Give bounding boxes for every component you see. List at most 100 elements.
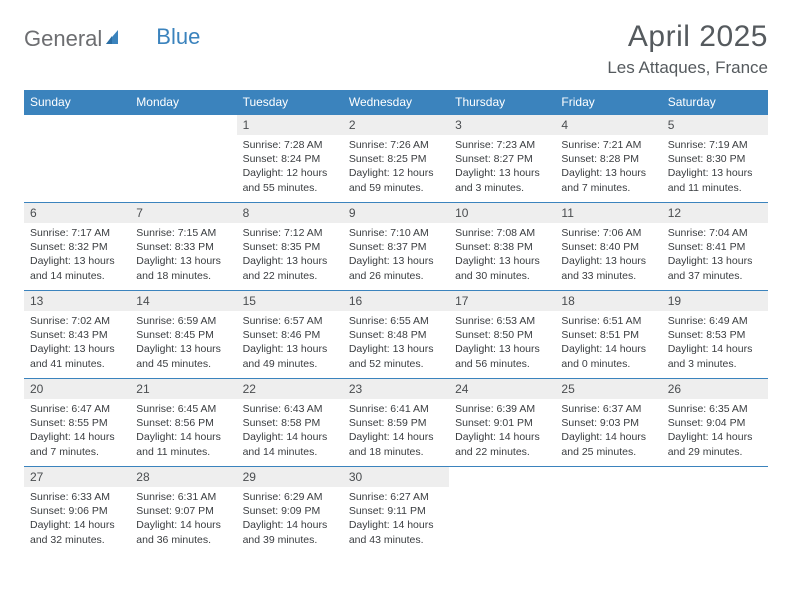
week-row: 27Sunrise: 6:33 AMSunset: 9:06 PMDayligh…: [24, 467, 768, 555]
day-cell: [662, 467, 768, 555]
day-number: 30: [343, 467, 449, 487]
day-cell: 15Sunrise: 6:57 AMSunset: 8:46 PMDayligh…: [237, 291, 343, 379]
day-content: Sunrise: 6:53 AMSunset: 8:50 PMDaylight:…: [449, 311, 555, 374]
day-content: Sunrise: 7:04 AMSunset: 8:41 PMDaylight:…: [662, 223, 768, 286]
day-cell: 20Sunrise: 6:47 AMSunset: 8:55 PMDayligh…: [24, 379, 130, 467]
day-line-ss: Sunset: 8:43 PM: [30, 328, 124, 342]
day-line-d1: Daylight: 13 hours: [561, 166, 655, 180]
day-number: 5: [662, 115, 768, 135]
day-cell: 23Sunrise: 6:41 AMSunset: 8:59 PMDayligh…: [343, 379, 449, 467]
day-line-d1: Daylight: 14 hours: [243, 430, 337, 444]
day-content: Sunrise: 6:49 AMSunset: 8:53 PMDaylight:…: [662, 311, 768, 374]
day-content: Sunrise: 7:10 AMSunset: 8:37 PMDaylight:…: [343, 223, 449, 286]
day-line-sr: Sunrise: 7:19 AM: [668, 138, 762, 152]
day-cell: [449, 467, 555, 555]
day-cell: [130, 115, 236, 203]
day-cell: 26Sunrise: 6:35 AMSunset: 9:04 PMDayligh…: [662, 379, 768, 467]
week-row: 1Sunrise: 7:28 AMSunset: 8:24 PMDaylight…: [24, 115, 768, 203]
day-line-sr: Sunrise: 7:23 AM: [455, 138, 549, 152]
day-line-sr: Sunrise: 6:53 AM: [455, 314, 549, 328]
day-line-d2: and 25 minutes.: [561, 445, 655, 459]
day-line-ss: Sunset: 8:41 PM: [668, 240, 762, 254]
day-header-sat: Saturday: [662, 90, 768, 115]
day-content: Sunrise: 6:33 AMSunset: 9:06 PMDaylight:…: [24, 487, 130, 550]
day-line-d2: and 7 minutes.: [561, 181, 655, 195]
day-line-d1: Daylight: 13 hours: [136, 254, 230, 268]
day-number: 17: [449, 291, 555, 311]
day-cell: 7Sunrise: 7:15 AMSunset: 8:33 PMDaylight…: [130, 203, 236, 291]
day-line-ss: Sunset: 9:07 PM: [136, 504, 230, 518]
day-line-ss: Sunset: 9:09 PM: [243, 504, 337, 518]
day-content: Sunrise: 7:02 AMSunset: 8:43 PMDaylight:…: [24, 311, 130, 374]
day-line-d1: Daylight: 14 hours: [561, 430, 655, 444]
day-line-d1: Daylight: 12 hours: [243, 166, 337, 180]
day-number: 20: [24, 379, 130, 399]
day-number: 14: [130, 291, 236, 311]
day-cell: 4Sunrise: 7:21 AMSunset: 8:28 PMDaylight…: [555, 115, 661, 203]
day-number: 29: [237, 467, 343, 487]
day-line-d1: Daylight: 14 hours: [349, 430, 443, 444]
day-number: 12: [662, 203, 768, 223]
day-line-ss: Sunset: 8:32 PM: [30, 240, 124, 254]
day-cell: 1Sunrise: 7:28 AMSunset: 8:24 PMDaylight…: [237, 115, 343, 203]
day-number: 8: [237, 203, 343, 223]
day-content: Sunrise: 7:17 AMSunset: 8:32 PMDaylight:…: [24, 223, 130, 286]
day-line-d1: Daylight: 13 hours: [30, 342, 124, 356]
calendar-table: Sunday Monday Tuesday Wednesday Thursday…: [24, 90, 768, 555]
day-line-d1: Daylight: 13 hours: [30, 254, 124, 268]
day-line-ss: Sunset: 8:37 PM: [349, 240, 443, 254]
day-line-sr: Sunrise: 6:39 AM: [455, 402, 549, 416]
day-number: 10: [449, 203, 555, 223]
day-line-sr: Sunrise: 6:47 AM: [30, 402, 124, 416]
day-line-ss: Sunset: 8:53 PM: [668, 328, 762, 342]
day-line-sr: Sunrise: 7:12 AM: [243, 226, 337, 240]
day-cell: 12Sunrise: 7:04 AMSunset: 8:41 PMDayligh…: [662, 203, 768, 291]
day-line-d2: and 3 minutes.: [455, 181, 549, 195]
day-line-d2: and 14 minutes.: [243, 445, 337, 459]
day-line-ss: Sunset: 8:50 PM: [455, 328, 549, 342]
day-line-sr: Sunrise: 7:10 AM: [349, 226, 443, 240]
day-cell: 14Sunrise: 6:59 AMSunset: 8:45 PMDayligh…: [130, 291, 236, 379]
day-cell: 29Sunrise: 6:29 AMSunset: 9:09 PMDayligh…: [237, 467, 343, 555]
day-line-d1: Daylight: 14 hours: [349, 518, 443, 532]
header: General Blue April 2025 Les Attaques, Fr…: [24, 20, 768, 78]
day-number: 1: [237, 115, 343, 135]
day-number: 3: [449, 115, 555, 135]
brand-general: General: [24, 26, 102, 52]
day-cell: 13Sunrise: 7:02 AMSunset: 8:43 PMDayligh…: [24, 291, 130, 379]
day-content: Sunrise: 7:21 AMSunset: 8:28 PMDaylight:…: [555, 135, 661, 198]
day-line-sr: Sunrise: 6:35 AM: [668, 402, 762, 416]
day-line-sr: Sunrise: 6:45 AM: [136, 402, 230, 416]
day-content: Sunrise: 6:45 AMSunset: 8:56 PMDaylight:…: [130, 399, 236, 462]
day-line-d2: and 37 minutes.: [668, 269, 762, 283]
month-title: April 2025: [607, 20, 768, 54]
day-cell: 2Sunrise: 7:26 AMSunset: 8:25 PMDaylight…: [343, 115, 449, 203]
day-line-ss: Sunset: 8:59 PM: [349, 416, 443, 430]
day-content: Sunrise: 6:35 AMSunset: 9:04 PMDaylight:…: [662, 399, 768, 462]
day-number: 6: [24, 203, 130, 223]
day-line-d2: and 36 minutes.: [136, 533, 230, 547]
day-line-d1: Daylight: 13 hours: [349, 342, 443, 356]
day-line-ss: Sunset: 9:03 PM: [561, 416, 655, 430]
day-cell: 28Sunrise: 6:31 AMSunset: 9:07 PMDayligh…: [130, 467, 236, 555]
day-line-sr: Sunrise: 6:57 AM: [243, 314, 337, 328]
day-line-d2: and 26 minutes.: [349, 269, 443, 283]
day-number: 25: [555, 379, 661, 399]
day-line-sr: Sunrise: 6:29 AM: [243, 490, 337, 504]
day-line-sr: Sunrise: 7:28 AM: [243, 138, 337, 152]
day-line-ss: Sunset: 8:48 PM: [349, 328, 443, 342]
day-cell: 19Sunrise: 6:49 AMSunset: 8:53 PMDayligh…: [662, 291, 768, 379]
day-content: Sunrise: 6:39 AMSunset: 9:01 PMDaylight:…: [449, 399, 555, 462]
day-line-sr: Sunrise: 6:27 AM: [349, 490, 443, 504]
day-line-d2: and 3 minutes.: [668, 357, 762, 371]
day-line-sr: Sunrise: 7:02 AM: [30, 314, 124, 328]
day-line-d2: and 59 minutes.: [349, 181, 443, 195]
day-line-d1: Daylight: 13 hours: [455, 342, 549, 356]
day-line-sr: Sunrise: 6:51 AM: [561, 314, 655, 328]
day-line-ss: Sunset: 8:46 PM: [243, 328, 337, 342]
day-line-d2: and 45 minutes.: [136, 357, 230, 371]
day-cell: 27Sunrise: 6:33 AMSunset: 9:06 PMDayligh…: [24, 467, 130, 555]
day-line-d1: Daylight: 14 hours: [136, 430, 230, 444]
day-cell: 9Sunrise: 7:10 AMSunset: 8:37 PMDaylight…: [343, 203, 449, 291]
location-label: Les Attaques, France: [607, 58, 768, 78]
